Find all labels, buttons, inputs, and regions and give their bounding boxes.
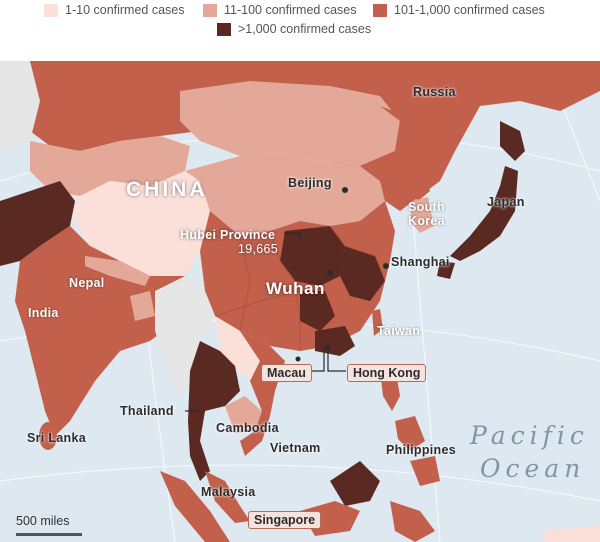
no-data-region-west bbox=[0, 61, 40, 151]
map-svg bbox=[0, 61, 600, 542]
macau-marker bbox=[295, 356, 301, 362]
cambodia-region bbox=[225, 396, 262, 433]
legend-item-11-100: 11-100 confirmed cases bbox=[203, 3, 356, 17]
hokkaido-region bbox=[500, 121, 525, 161]
kyushu-region bbox=[437, 261, 455, 279]
legend-swatch-over-1000 bbox=[217, 22, 231, 36]
sumatra-region bbox=[160, 471, 230, 542]
nepal-region bbox=[85, 256, 150, 286]
zhejiang-region bbox=[340, 246, 385, 301]
bangladesh-region bbox=[130, 291, 155, 321]
label-nepal: Nepal bbox=[69, 276, 105, 290]
legend-label-101-1000: 101-1,000 confirmed cases bbox=[394, 3, 545, 17]
pakistan-region bbox=[0, 181, 75, 266]
label-sri-lanka: Sri Lanka bbox=[27, 431, 86, 445]
taiwan-region bbox=[372, 309, 383, 336]
borneo-north-region bbox=[330, 461, 380, 506]
label-pacific-line2: Ocean bbox=[480, 454, 586, 483]
label-singapore: Singapore bbox=[248, 511, 322, 529]
scale-bar bbox=[16, 533, 82, 536]
peninsular-malaysia-region bbox=[205, 471, 250, 523]
label-south-korea-line1: South bbox=[408, 200, 445, 214]
label-vietnam: Vietnam bbox=[270, 441, 321, 455]
label-wuhan: Wuhan bbox=[266, 279, 325, 298]
south-korea-region bbox=[410, 197, 434, 233]
label-south-korea: South Korea bbox=[408, 200, 445, 228]
thailand-region bbox=[188, 341, 240, 481]
legend-swatch-101-1000 bbox=[373, 3, 387, 17]
label-india: India bbox=[28, 306, 59, 320]
north-korea-region bbox=[408, 171, 430, 201]
laos-region bbox=[215, 316, 260, 381]
myanmar-region bbox=[155, 276, 215, 396]
legend-label-11-100: 11-100 confirmed cases bbox=[224, 3, 357, 17]
label-japan: Japan bbox=[487, 195, 525, 209]
legend-item-101-1000: 101-1,000 confirmed cases bbox=[373, 3, 545, 17]
new-guinea-region bbox=[540, 526, 600, 542]
sri-lanka-region bbox=[39, 422, 57, 450]
beijing-marker bbox=[342, 187, 348, 193]
mongolia-region bbox=[180, 81, 400, 166]
legend-swatch-11-100 bbox=[203, 3, 217, 17]
legend-item-over-1000: >1,000 confirmed cases bbox=[217, 22, 371, 36]
label-shanghai: Shanghai bbox=[391, 255, 450, 269]
label-taiwan: Taiwan bbox=[377, 324, 421, 338]
label-china: CHINA bbox=[126, 178, 208, 201]
central-asia-region bbox=[30, 136, 190, 196]
hunan-region bbox=[300, 291, 335, 331]
guangdong-region bbox=[315, 326, 355, 356]
label-russia: Russia bbox=[413, 85, 456, 99]
label-south-korea-line2: Korea bbox=[408, 214, 445, 228]
northeast-china-region bbox=[360, 106, 430, 186]
province-borders bbox=[214, 225, 376, 351]
north-china-region bbox=[185, 153, 385, 236]
label-beijing: Beijing bbox=[288, 176, 332, 190]
label-malaysia: Malaysia bbox=[201, 485, 256, 499]
mindanao-region bbox=[410, 456, 440, 486]
visayas-region bbox=[395, 416, 425, 451]
sulawesi-region bbox=[390, 501, 435, 542]
honshu-region bbox=[450, 166, 518, 261]
western-china-region bbox=[70, 171, 210, 276]
india-region bbox=[15, 226, 200, 436]
label-hubei-name: Hubei Province bbox=[180, 228, 276, 242]
label-cambodia: Cambodia bbox=[216, 421, 279, 435]
label-thailand: Thailand bbox=[120, 404, 174, 418]
label-hubei-cases: 19,665 bbox=[238, 242, 279, 256]
wuhan-marker bbox=[327, 270, 333, 276]
label-pacific-line1: Pacific bbox=[470, 421, 589, 450]
label-hubei-province: Hubei Province 19,665 bbox=[180, 228, 278, 256]
shanghai-marker bbox=[383, 263, 389, 269]
label-philippines: Philippines bbox=[386, 443, 456, 457]
map-legend: 1-10 confirmed cases 11-100 confirmed ca… bbox=[0, 0, 600, 60]
label-hong-kong: Hong Kong bbox=[347, 364, 427, 382]
legend-swatch-1-10 bbox=[44, 3, 58, 17]
map-canvas[interactable]: Russia CHINA Beijing South Korea Japan H… bbox=[0, 61, 600, 542]
scale-label: 500 miles bbox=[16, 514, 70, 528]
label-macau: Macau bbox=[261, 364, 312, 382]
legend-label-1-10: 1-10 confirmed cases bbox=[65, 3, 185, 17]
legend-item-1-10: 1-10 confirmed cases bbox=[44, 3, 185, 17]
vietnam-region bbox=[240, 331, 285, 456]
legend-label-over-1000: >1,000 confirmed cases bbox=[238, 22, 372, 36]
leader-lines bbox=[185, 232, 346, 412]
